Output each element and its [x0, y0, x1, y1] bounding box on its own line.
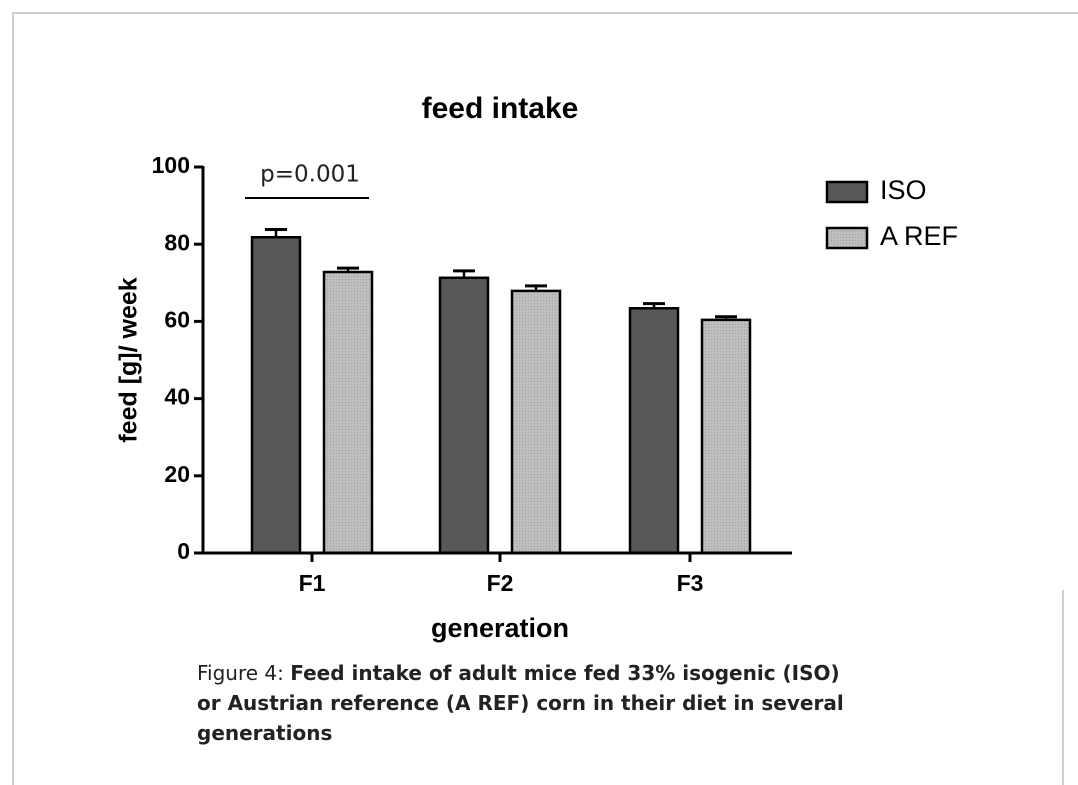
y-tick-label: 0	[177, 538, 190, 564]
frame	[12, 12, 1078, 14]
chart-title: feed intake	[422, 92, 579, 125]
frame	[12, 12, 14, 785]
bar-texture	[513, 292, 559, 552]
bar	[438, 276, 490, 555]
bar	[250, 236, 302, 555]
legend-label: A REF	[880, 221, 958, 251]
caption-label: Figure 4:	[197, 661, 284, 685]
caption-text: Feed intake of adult mice fed 33% isogen…	[197, 661, 844, 745]
y-tick-label: 80	[164, 229, 190, 255]
frame	[1062, 590, 1064, 785]
x-tick-label: F1	[299, 570, 326, 596]
annotation: p=0.001	[260, 162, 360, 188]
y-tick-label: 100	[152, 152, 190, 178]
y-axis-label: feed [g]/ week	[115, 277, 143, 442]
caption: Figure 4: Feed intake of adult mice fed …	[197, 658, 857, 748]
bar	[628, 307, 680, 555]
legend-texture	[829, 230, 865, 246]
legend-label: ISO	[880, 175, 927, 205]
legend-swatch	[825, 180, 869, 204]
bar-texture	[703, 321, 749, 552]
chart: feed intake feed [g]/ week generation p=…	[115, 92, 958, 643]
y-tick-label: 40	[164, 384, 190, 410]
x-tick-label: F2	[487, 570, 514, 596]
bar-texture	[325, 273, 371, 552]
y-tick-label: 60	[164, 306, 190, 332]
x-tick-label: F3	[677, 570, 704, 596]
y-tick-label: 20	[164, 461, 190, 487]
x-axis-label: generation	[431, 613, 569, 643]
